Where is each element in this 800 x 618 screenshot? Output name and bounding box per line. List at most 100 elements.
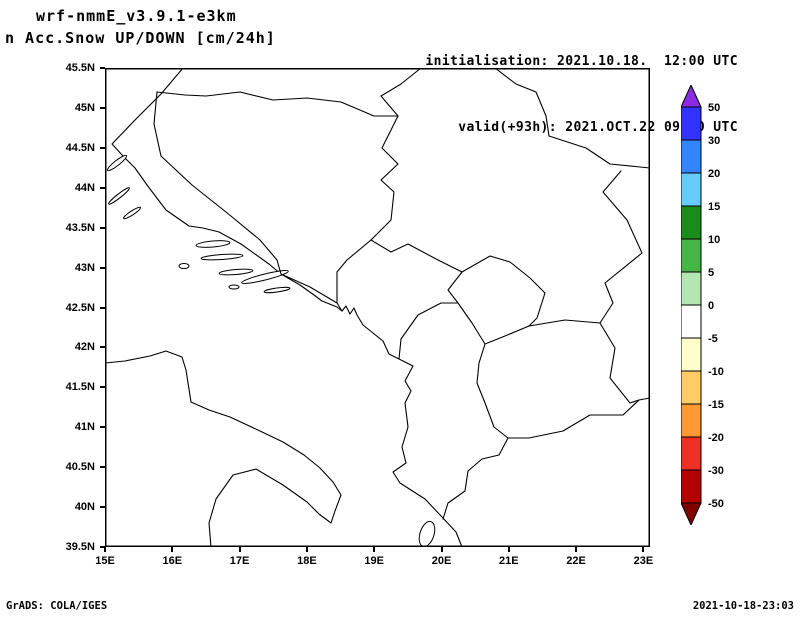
border-bih-mne [336,239,372,304]
y-axis-tick [100,346,105,349]
country-borders [153,68,650,520]
x-axis-tick [305,547,308,552]
colorbar-segment [680,337,702,372]
border-drina [370,115,399,241]
border-kos-srb [461,255,546,327]
colorbar-label: 5 [708,267,714,279]
island [228,284,240,290]
colorbar-label: 50 [708,102,720,114]
island [195,240,231,248]
island [123,206,141,220]
colorbar-label: 10 [708,234,720,246]
y-axis-tick [100,146,105,149]
colorbar: 50 30 20 15 10 5 0 -5 -10 -15 -20 -30 -50 [680,83,741,529]
x-axis-label: 22E [566,555,586,567]
x-axis-label: 17E [229,555,250,567]
y-axis-label: 45.5N [65,62,95,74]
product-title: n Acc.Snow UP/DOWN [cm/24h] [5,29,276,47]
y-axis-label: 43.5N [65,221,95,234]
y-axis-tick [100,67,105,69]
island [241,270,289,284]
island [178,263,190,269]
italy-coastline-path [105,350,342,547]
latitude-axis: 45.5N 45N 44.5N 44N 43.5N 43N 42.5N 42N 41.5N 41N… [0,62,105,553]
colorbar-label: -5 [708,333,718,345]
colorbar-segment [680,436,702,471]
y-axis-label: 39.5N [65,541,95,553]
border-alb-gre [442,437,509,520]
adriatic-coastline-path [111,68,463,547]
border-cro-srb-danube [380,68,422,117]
border-sava [156,91,399,117]
y-axis-label: 40N [74,501,95,514]
y-axis-label: 45N [74,101,95,114]
colorbar-segment [680,271,702,306]
x-axis-tick [373,547,376,552]
x-axis-tick [238,547,241,552]
border-kos-alb [457,302,486,345]
y-axis-tick [100,106,105,109]
colorbar-label: -10 [708,366,724,378]
y-axis-label: 43N [74,261,95,274]
border-mac-gre [507,399,640,439]
x-axis-label: 21E [499,555,519,567]
border-srb-bul [599,170,643,324]
y-axis-label: 44.5N [65,141,95,154]
colorbar-arrow-up [680,83,702,108]
colorbar-segment [680,238,702,273]
island [263,286,291,294]
x-axis-label: 16E [162,555,183,567]
border-srb-rom [494,68,650,169]
x-axis-label: 18E [297,555,317,567]
colorbar-segment [680,205,702,240]
x-axis-tick [171,547,174,552]
y-axis-label: 41N [74,421,95,434]
y-axis-tick [100,306,105,309]
colorbar-label: -30 [708,465,724,477]
longitude-axis: 15E 16E 17E 18E 19E 20E 21E 22E 23E [95,547,653,577]
x-axis-tick [104,547,106,552]
border-mne-srb [370,239,463,273]
island [106,154,128,172]
colorbar-segment [680,370,702,405]
colorbar-segment [680,403,702,438]
y-axis-label: 44N [74,181,95,194]
y-axis-tick [100,266,105,269]
colorbar-segment [680,106,702,141]
colorbar-segment [680,304,702,339]
init-time: initialisation: 2021.10.18. 12:00 UTC [425,54,738,69]
y-axis-tick [100,546,105,548]
grads-credit: GrADS: COLA/IGES [6,600,108,612]
y-axis-tick [100,506,105,509]
island [108,187,130,205]
colorbar-label: -50 [708,498,724,510]
colorbar-label: -20 [708,432,724,444]
border-bih-west [153,91,282,275]
map-frame-border [105,68,650,547]
border-mne-kos [447,271,463,304]
border-mac-bul [599,322,640,404]
x-axis-tick [575,547,578,552]
island [200,253,244,261]
y-axis-tick [100,226,105,229]
colorbar-segment [680,139,702,174]
map-plot [105,68,650,547]
y-axis-tick [100,386,105,389]
border-srb-mac [528,319,601,327]
border-kos-mac [484,325,530,345]
model-title: wrf-nmmE_v3.9.1-e3km [36,7,237,25]
y-axis-label: 41.5N [65,381,95,394]
colorbar-arrow-down [680,502,702,527]
border-bul-gre [638,397,650,401]
colorbar-segment [680,469,702,504]
island-corfu [418,520,436,547]
x-axis-tick [642,547,645,552]
x-axis-label: 23E [633,555,654,567]
creation-timestamp: 2021-10-18-23:03 [692,600,794,612]
x-axis-label: 20E [431,555,452,567]
colorbar-label: 0 [708,300,714,312]
colorbar-label: -15 [708,399,724,411]
island [218,268,254,276]
